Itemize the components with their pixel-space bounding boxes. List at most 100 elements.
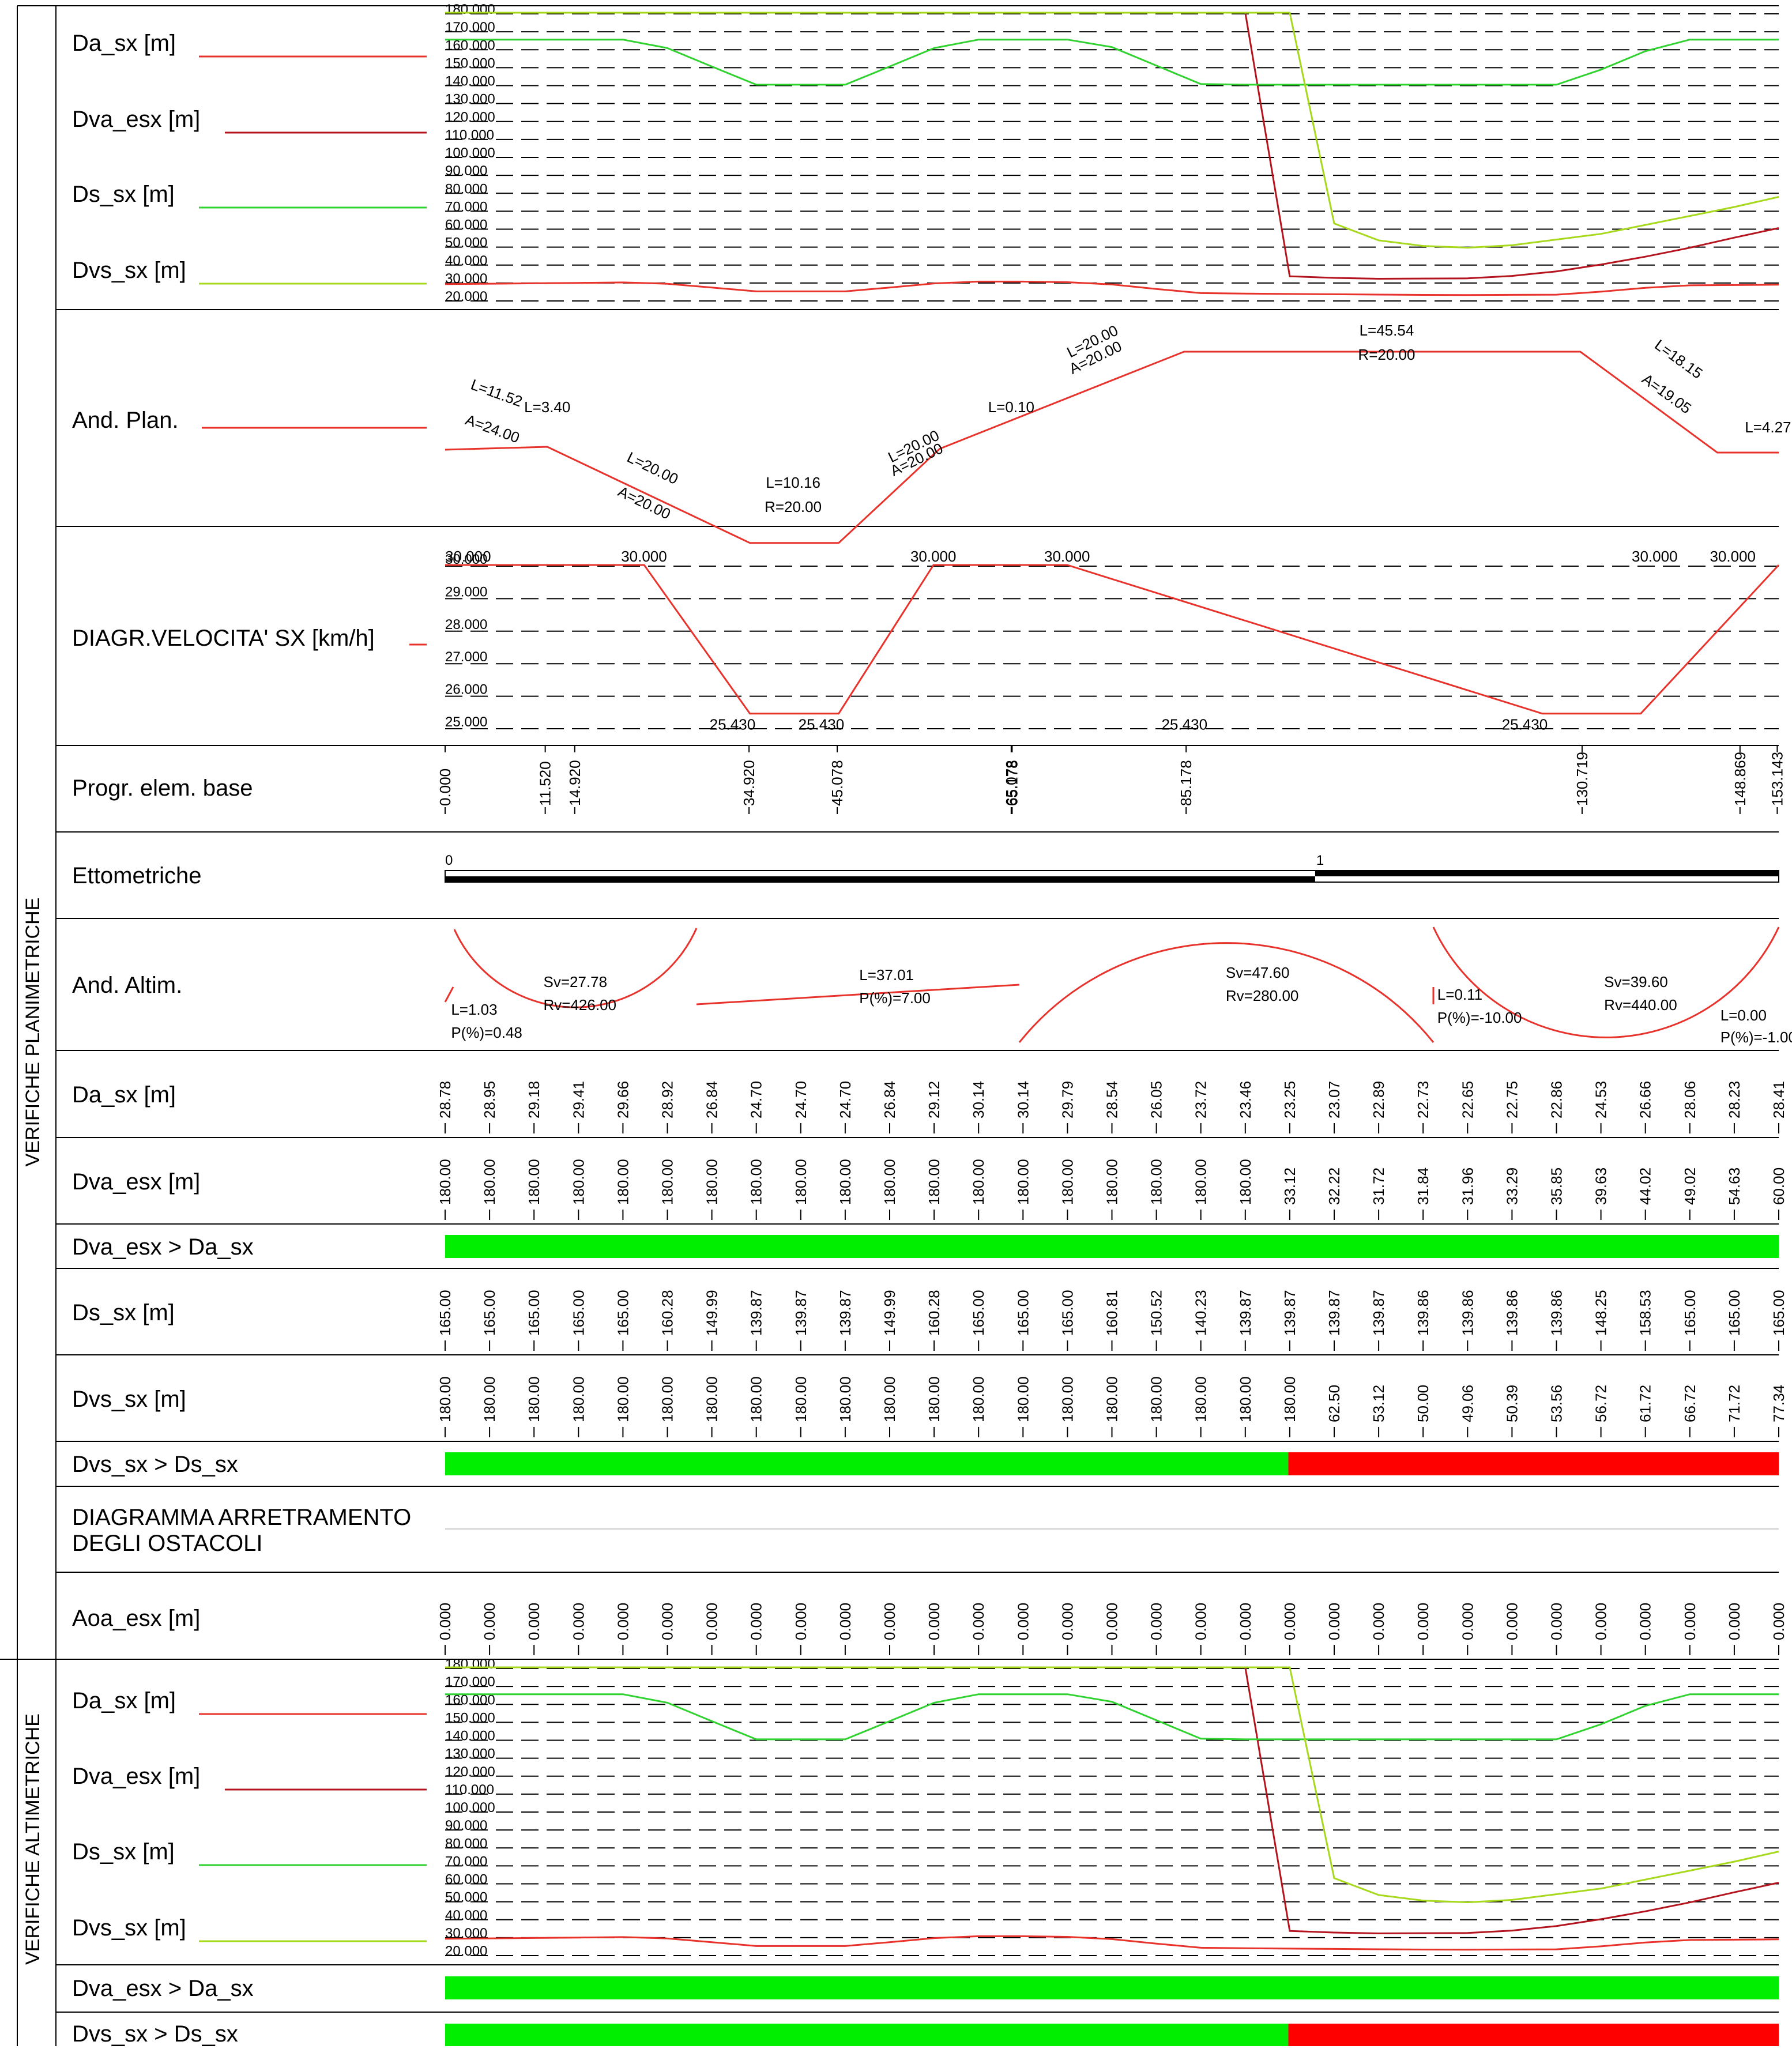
speed-diagram: DIAGR.VELOCITA' SX [km/h] 30.000 29.000 28.… (72, 548, 1780, 733)
row-value: 33.12 (1281, 1167, 1298, 1205)
row-value: 180.00 (703, 1376, 721, 1422)
row-aoa_esx: Aoa_esx [m] 0.000 0.000 0.000 0.000 0.000 0.00… (72, 1603, 1787, 1655)
y-tick-label: 120.000 (445, 1764, 495, 1780)
check-label-check2: Dvs_sx > Ds_sx (72, 1452, 238, 1477)
speed-line (445, 564, 1780, 715)
legend-label-dva_esx: Dva_esx [m] (72, 1764, 200, 1789)
row-value: 24.70 (748, 1081, 765, 1118)
row-value: 0.000 (1237, 1603, 1254, 1640)
vertical-tangent-2 (696, 984, 1020, 1005)
row-value: 165.00 (1059, 1290, 1076, 1336)
row-value: 139.86 (1414, 1290, 1432, 1336)
row-value: 26.84 (881, 1081, 898, 1118)
row-value: 180.00 (748, 1159, 765, 1205)
y-tick-label: 130.000 (445, 92, 495, 107)
row-value: 29.66 (614, 1081, 631, 1118)
frame: VERIFICHE PLANIMETRICHE VERIFICHE ALTIMET… (0, 5, 1779, 2046)
row-value: 180.00 (1104, 1159, 1121, 1205)
check-check1-alt: Dva_esx > Da_sx (72, 1976, 1779, 2001)
row-value: 180.00 (525, 1376, 543, 1422)
row-value: 180.00 (837, 1159, 854, 1205)
y-tick-label: 140.000 (445, 1728, 495, 1744)
row-value: 0.000 (436, 1603, 454, 1640)
legend-label-da_sx: Da_sx [m] (72, 31, 176, 56)
row-value: 139.87 (1370, 1290, 1387, 1336)
vertical-curve-3 (1432, 926, 1780, 1038)
y-tick-label: 90.000 (445, 163, 487, 179)
y-tick-label: 70.000 (445, 1854, 487, 1869)
legend-label-dvs_sx: Dvs_sx [m] (72, 258, 186, 283)
row-value: 0.000 (1104, 1603, 1121, 1640)
speed-point-label: 25.430 (1162, 716, 1208, 733)
vertical-label: L=0.11 (1437, 986, 1482, 1003)
series-line-dva_esx (445, 1666, 1779, 1935)
progr-value: 85.178 (1177, 760, 1195, 806)
row-value: 180.00 (925, 1159, 943, 1205)
row-value: 180.00 (881, 1376, 898, 1422)
row-value: 180.00 (970, 1376, 987, 1422)
row-value: 0.000 (1503, 1603, 1520, 1640)
arretramento-title-1: DIAGRAMMA ARRETRAMENTO (72, 1505, 411, 1530)
y-tick-label: 100.000 (445, 145, 495, 161)
row-value: 29.41 (570, 1081, 587, 1118)
row-value: 28.92 (659, 1081, 676, 1118)
vertical-label: P(%)=-1.00 (1721, 1029, 1792, 1046)
check-segment-pass (445, 2024, 1289, 2046)
vertical-label: P(%)=0.48 (451, 1024, 522, 1041)
check-segment-pass (445, 1235, 1779, 1258)
row-value: 23.46 (1237, 1081, 1254, 1118)
row-value: 165.00 (570, 1290, 587, 1336)
row-dvs_sx: Dvs_sx [m] 180.00 180.00 180.00 180.00 180.00… (72, 1376, 1787, 1437)
check-segment-pass (445, 1976, 1779, 1999)
row-value: 180.00 (570, 1159, 587, 1205)
vertical-curve-1 (453, 928, 698, 1008)
speed-point-label: 25.430 (710, 716, 756, 733)
plan-alignment: And. Plan. L=11.52A=24.00L=3.40 L=20.00A=2… (72, 322, 1791, 544)
row-value: 180.00 (1014, 1376, 1031, 1422)
vertical-label: Rv=440.00 (1604, 996, 1677, 1014)
legend-label-da_sx: Da_sx [m] (72, 1688, 176, 1713)
vertical-label: P(%)=7.00 (859, 989, 931, 1007)
progr-label: Progr. elem. base (72, 775, 253, 801)
row-value: 0.000 (1281, 1603, 1298, 1640)
progr-value: 65.178 (1003, 760, 1021, 806)
row-value: 180.00 (792, 1159, 810, 1205)
row-value: 0.000 (1593, 1603, 1610, 1640)
row-value: 22.73 (1414, 1081, 1432, 1118)
row-value: 31.84 (1414, 1167, 1432, 1205)
check-label-check1: Dva_esx > Da_sx (72, 1234, 254, 1260)
progr-value: 45.078 (829, 760, 846, 806)
y-tick-label: 110.000 (445, 1782, 494, 1798)
progr-value: 0.000 (436, 769, 454, 806)
series-line-ds_sx (445, 39, 1779, 86)
row-value: 160.81 (1104, 1290, 1121, 1336)
row-value: 30.14 (970, 1081, 987, 1118)
y-tick-label: 25.000 (445, 714, 487, 730)
vertical-label: Sv=39.60 (1604, 973, 1668, 990)
row-label-dvs_sx: Dvs_sx [m] (72, 1387, 186, 1412)
row-value: 28.23 (1726, 1081, 1743, 1118)
row-value: 49.02 (1681, 1167, 1699, 1205)
plan-label: L=10.16 (766, 474, 820, 491)
legend-label-ds_sx: Ds_sx [m] (72, 182, 175, 207)
plan-label: L=0.10 (988, 398, 1034, 416)
row-value: 61.72 (1637, 1385, 1654, 1422)
row-label-aoa_esx: Aoa_esx [m] (72, 1606, 200, 1631)
ettometriche-label: Ettometriche (72, 863, 202, 888)
y-tick-label: 130.000 (445, 1746, 495, 1762)
y-tick-label: 50.000 (445, 1890, 487, 1905)
row-value: 30.14 (1014, 1081, 1031, 1118)
speed-point-label: 25.430 (1502, 716, 1548, 733)
speed-point-label: 30.000 (621, 548, 667, 565)
vertical-label: L=37.01 (859, 966, 914, 984)
row-value: 139.86 (1459, 1290, 1476, 1336)
vertical-label: Rv=280.00 (1226, 987, 1298, 1004)
row-value: 165.00 (481, 1290, 498, 1336)
row-value: 180.00 (1014, 1159, 1031, 1205)
section-title-planimetriche: VERIFICHE PLANIMETRICHE (22, 898, 44, 1167)
row-value: 0.000 (1059, 1603, 1076, 1640)
row-value: 180.00 (1148, 1376, 1165, 1422)
row-value: 44.02 (1637, 1167, 1654, 1205)
row-value: 139.87 (792, 1290, 810, 1336)
